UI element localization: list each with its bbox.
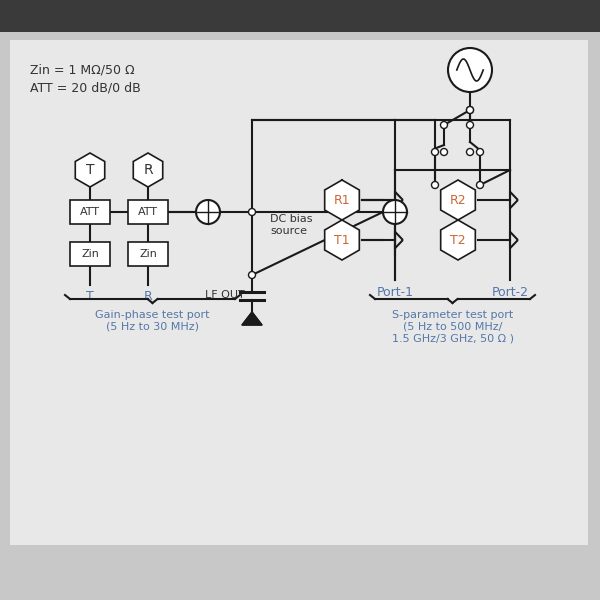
- Text: T: T: [86, 163, 94, 177]
- Text: Zin: Zin: [81, 249, 99, 259]
- Text: LF OUT: LF OUT: [205, 290, 245, 300]
- Text: Gain-phase test port
(5 Hz to 30 MHz): Gain-phase test port (5 Hz to 30 MHz): [95, 310, 210, 332]
- Circle shape: [431, 181, 439, 188]
- FancyBboxPatch shape: [128, 242, 168, 266]
- Circle shape: [467, 107, 473, 113]
- FancyBboxPatch shape: [70, 200, 110, 224]
- Text: T2: T2: [450, 233, 466, 247]
- Polygon shape: [440, 180, 475, 220]
- Circle shape: [196, 200, 220, 224]
- Circle shape: [440, 148, 448, 155]
- Circle shape: [383, 200, 407, 224]
- Text: ATT: ATT: [80, 207, 100, 217]
- Text: Port-1: Port-1: [377, 286, 413, 299]
- Polygon shape: [133, 153, 163, 187]
- Circle shape: [476, 181, 484, 188]
- FancyBboxPatch shape: [128, 200, 168, 224]
- Circle shape: [440, 121, 448, 128]
- Text: T1: T1: [334, 233, 350, 247]
- Polygon shape: [440, 220, 475, 260]
- Text: R1: R1: [334, 193, 350, 206]
- Circle shape: [467, 148, 473, 155]
- Circle shape: [431, 148, 439, 155]
- Circle shape: [467, 107, 473, 113]
- FancyBboxPatch shape: [0, 0, 600, 32]
- Text: T: T: [86, 290, 94, 303]
- FancyBboxPatch shape: [70, 242, 110, 266]
- Text: ATT: ATT: [138, 207, 158, 217]
- Circle shape: [248, 208, 256, 215]
- Text: Zin = 1 MΩ/50 Ω: Zin = 1 MΩ/50 Ω: [30, 64, 134, 76]
- Circle shape: [448, 48, 492, 92]
- Text: R: R: [143, 290, 152, 303]
- Polygon shape: [242, 312, 262, 325]
- Text: Port-2: Port-2: [491, 286, 529, 299]
- Text: DC bias
source: DC bias source: [270, 214, 313, 236]
- Text: ATT = 20 dB/0 dB: ATT = 20 dB/0 dB: [30, 82, 141, 94]
- Circle shape: [467, 121, 473, 128]
- Polygon shape: [325, 180, 359, 220]
- Polygon shape: [325, 220, 359, 260]
- Circle shape: [248, 271, 256, 278]
- FancyBboxPatch shape: [10, 40, 588, 545]
- Polygon shape: [75, 153, 105, 187]
- Text: S-parameter test port
(5 Hz to 500 MHz/
1.5 GHz/3 GHz, 50 Ω ): S-parameter test port (5 Hz to 500 MHz/ …: [392, 310, 514, 343]
- Text: Blockdiagramm: Blockdiagramm: [12, 8, 145, 23]
- Circle shape: [476, 148, 484, 155]
- Text: R2: R2: [449, 193, 466, 206]
- Text: Zin: Zin: [139, 249, 157, 259]
- Text: R: R: [143, 163, 153, 177]
